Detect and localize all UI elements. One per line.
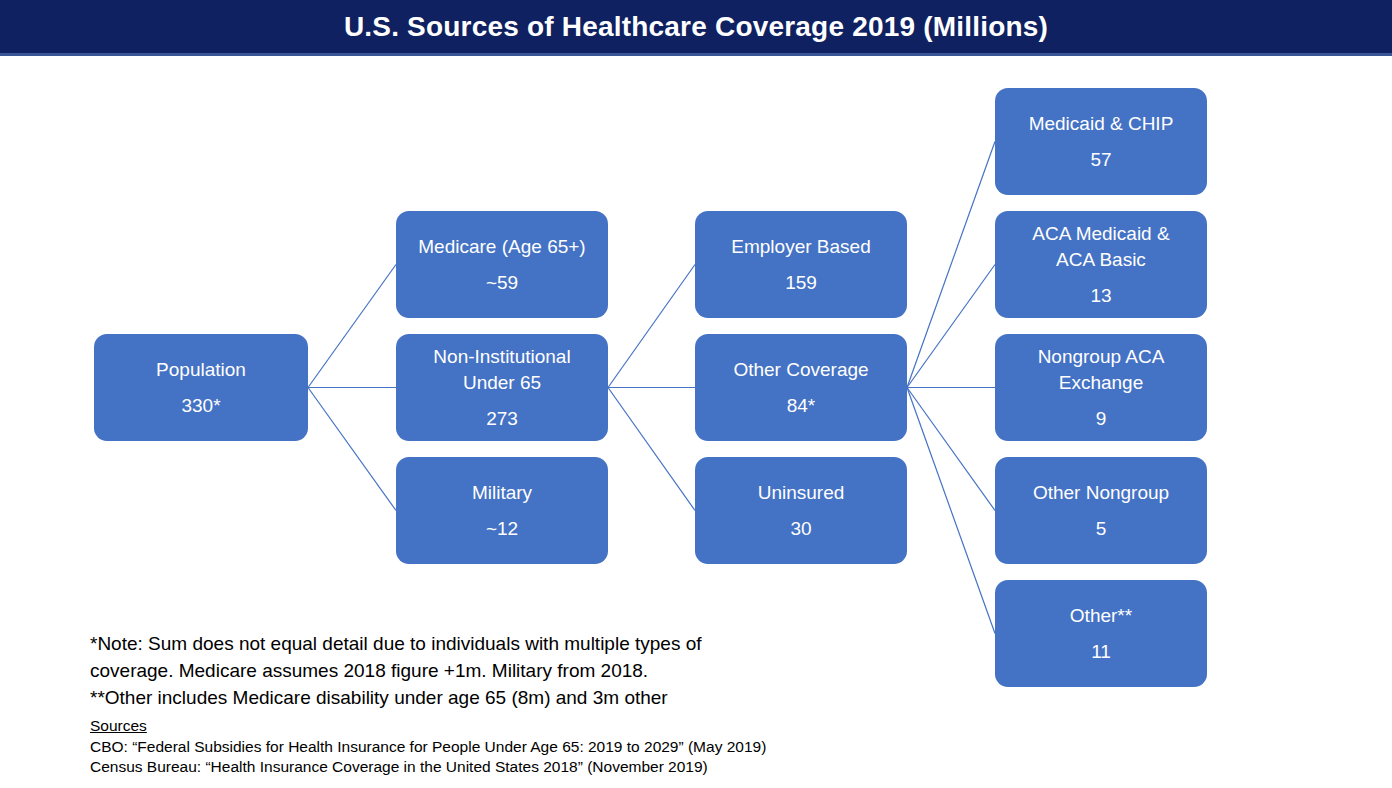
node-other: Other** 11 <box>995 580 1207 687</box>
node-value: 11 <box>1091 640 1111 664</box>
node-label: Medicare (Age 65+) <box>418 234 585 260</box>
node-medicaid-chip: Medicaid & CHIP 57 <box>995 88 1207 195</box>
node-value: ~59 <box>486 271 518 295</box>
node-label: Military <box>472 480 532 506</box>
footnote: *Note: Sum does not equal detail due to … <box>90 630 702 711</box>
footnote-line: coverage. Medicare assumes 2018 figure +… <box>90 657 702 684</box>
node-label: Employer Based <box>731 234 870 260</box>
connector-noninst-employer <box>608 265 695 388</box>
footnote-line: **Other includes Medicare disability und… <box>90 684 702 711</box>
node-nongroup-aca-exchange: Nongroup ACA Exchange 9 <box>995 334 1207 441</box>
node-value: 57 <box>1090 148 1111 172</box>
connector-othercoverage-medicaid <box>907 142 995 388</box>
node-value: 273 <box>486 407 518 431</box>
node-value: 30 <box>790 517 811 541</box>
node-other-nongroup: Other Nongroup 5 <box>995 457 1207 564</box>
node-label: Other** <box>1070 603 1132 629</box>
node-label: Other Coverage <box>733 357 868 383</box>
node-label: Other Nongroup <box>1033 480 1169 506</box>
node-aca-medicaid-aca-basic: ACA Medicaid & ACA Basic 13 <box>995 211 1207 318</box>
node-non-institutional-under-65: Non-Institutional Under 65 273 <box>396 334 608 441</box>
node-value: 13 <box>1090 284 1111 308</box>
source-line: CBO: “Federal Subsidies for Health Insur… <box>90 737 766 758</box>
node-population: Population 330* <box>94 334 308 441</box>
connector-othercoverage-aca <box>907 265 995 388</box>
node-value: 9 <box>1096 407 1107 431</box>
node-employer-based: Employer Based 159 <box>695 211 907 318</box>
footnote-line: *Note: Sum does not equal detail due to … <box>90 630 702 657</box>
node-value: 159 <box>785 271 817 295</box>
connector-noninst-uninsured <box>608 388 695 511</box>
connector-othercoverage-other <box>907 388 995 634</box>
node-label: ACA Medicaid & ACA Basic <box>1032 221 1169 273</box>
node-medicare-age-65: Medicare (Age 65+) ~59 <box>396 211 608 318</box>
sources: Sources CBO: “Federal Subsidies for Heal… <box>90 716 766 778</box>
connector-population-medicare <box>308 265 396 388</box>
title-bar: U.S. Sources of Healthcare Coverage 2019… <box>0 0 1392 56</box>
node-uninsured: Uninsured 30 <box>695 457 907 564</box>
node-value: 84* <box>787 394 816 418</box>
node-value: ~12 <box>486 517 518 541</box>
node-other-coverage: Other Coverage 84* <box>695 334 907 441</box>
slide: U.S. Sources of Healthcare Coverage 2019… <box>0 0 1392 788</box>
node-label: Population <box>156 357 246 383</box>
node-label: Uninsured <box>758 480 845 506</box>
node-label: Nongroup ACA Exchange <box>1038 344 1165 396</box>
node-value: 330* <box>181 394 220 418</box>
node-label: Medicaid & CHIP <box>1029 111 1174 137</box>
connector-population-military <box>308 388 396 511</box>
node-label: Non-Institutional Under 65 <box>433 344 570 396</box>
node-value: 5 <box>1096 517 1107 541</box>
connector-othercoverage-othernongrp <box>907 388 995 511</box>
sources-heading: Sources <box>90 716 766 737</box>
node-military: Military ~12 <box>396 457 608 564</box>
source-line: Census Bureau: “Health Insurance Coverag… <box>90 757 766 778</box>
page-title: U.S. Sources of Healthcare Coverage 2019… <box>344 11 1048 43</box>
